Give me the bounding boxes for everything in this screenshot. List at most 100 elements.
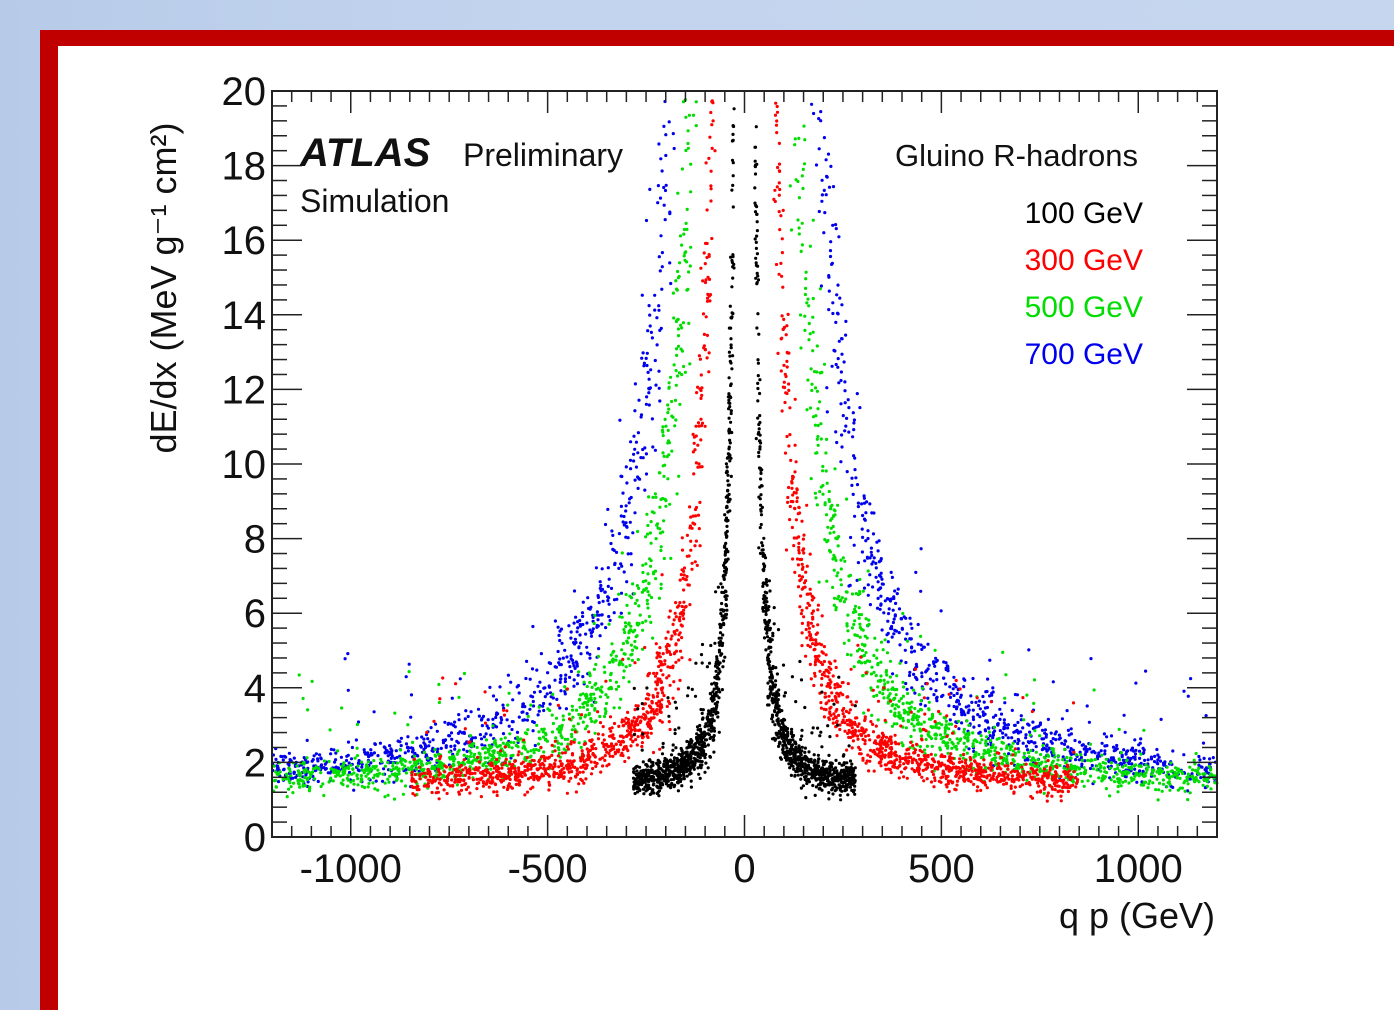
data-point <box>542 727 546 731</box>
data-point <box>622 669 626 673</box>
data-point <box>943 741 947 745</box>
data-point <box>1065 759 1069 763</box>
data-point <box>617 684 621 689</box>
data-point <box>509 785 513 789</box>
data-point <box>684 250 688 254</box>
data-point <box>640 356 644 360</box>
data-point <box>422 767 426 771</box>
data-point <box>662 454 666 458</box>
data-point <box>1116 766 1120 771</box>
data-point <box>1081 743 1085 747</box>
data-point <box>664 504 668 508</box>
data-point <box>676 327 681 331</box>
data-point <box>611 754 615 759</box>
data-point <box>991 777 996 781</box>
data-point <box>436 747 440 751</box>
data-point <box>945 726 949 730</box>
data-point <box>628 497 632 501</box>
data-point <box>886 688 890 692</box>
data-point <box>988 658 992 662</box>
data-point <box>1148 779 1152 783</box>
data-point <box>558 680 562 685</box>
data-point <box>572 589 577 593</box>
data-point <box>649 620 653 625</box>
data-point <box>1103 761 1107 765</box>
data-point <box>1124 752 1128 756</box>
data-point <box>1044 735 1048 739</box>
data-point <box>880 731 885 735</box>
data-point <box>464 709 468 713</box>
data-point <box>443 770 447 774</box>
data-point <box>876 718 880 722</box>
data-point <box>619 697 623 701</box>
data-point <box>603 670 607 675</box>
data-point <box>1061 755 1065 759</box>
data-point <box>550 753 554 758</box>
data-point <box>904 756 908 760</box>
data-point <box>830 364 834 368</box>
data-point <box>545 692 549 696</box>
data-point <box>526 714 530 719</box>
data-point <box>1116 780 1120 784</box>
data-point <box>834 665 838 670</box>
data-point <box>620 648 624 652</box>
data-point <box>1116 763 1120 767</box>
data-point <box>843 721 847 725</box>
data-point <box>773 188 777 192</box>
data-point <box>420 735 424 739</box>
data-point <box>395 755 399 760</box>
data-point <box>1052 751 1056 755</box>
data-point <box>581 622 585 627</box>
data-point <box>848 708 853 712</box>
data-point <box>956 766 960 770</box>
data-point <box>958 774 963 778</box>
data-point <box>352 788 356 792</box>
data-point <box>974 768 978 773</box>
data-point <box>328 728 332 732</box>
data-point <box>391 764 395 768</box>
data-point <box>618 418 622 422</box>
data-point <box>1192 758 1196 762</box>
data-point <box>922 754 926 758</box>
data-point <box>829 240 833 244</box>
data-point <box>475 787 479 791</box>
data-point <box>800 221 804 225</box>
data-point <box>904 681 908 686</box>
data-point <box>554 736 558 740</box>
data-point <box>993 759 998 763</box>
data-point <box>622 719 626 723</box>
data-point <box>1066 763 1070 767</box>
data-point <box>406 723 410 727</box>
data-point <box>629 737 633 741</box>
data-point <box>919 702 923 706</box>
data-point <box>988 734 992 738</box>
data-point <box>689 190 693 194</box>
data-point <box>920 647 924 652</box>
data-point <box>901 680 905 684</box>
data-point <box>284 772 288 776</box>
data-point <box>488 685 492 690</box>
data-point <box>973 753 977 757</box>
data-point <box>1010 736 1014 740</box>
data-point <box>491 724 495 728</box>
data-point <box>803 314 807 318</box>
data-point <box>995 737 999 741</box>
data-point <box>408 760 412 764</box>
data-point <box>680 536 684 540</box>
data-point <box>963 736 967 740</box>
data-point <box>629 629 633 633</box>
data-point <box>834 227 838 231</box>
data-point <box>984 783 988 787</box>
data-point <box>465 754 469 759</box>
data-point <box>341 778 345 782</box>
data-point <box>589 634 594 638</box>
data-point <box>433 722 438 726</box>
data-point <box>517 715 521 719</box>
data-point <box>991 733 996 737</box>
data-point <box>1001 735 1005 740</box>
data-point <box>372 751 376 755</box>
data-point <box>676 317 680 321</box>
data-point <box>1005 744 1009 748</box>
data-point <box>678 649 683 653</box>
data-point <box>907 752 911 756</box>
